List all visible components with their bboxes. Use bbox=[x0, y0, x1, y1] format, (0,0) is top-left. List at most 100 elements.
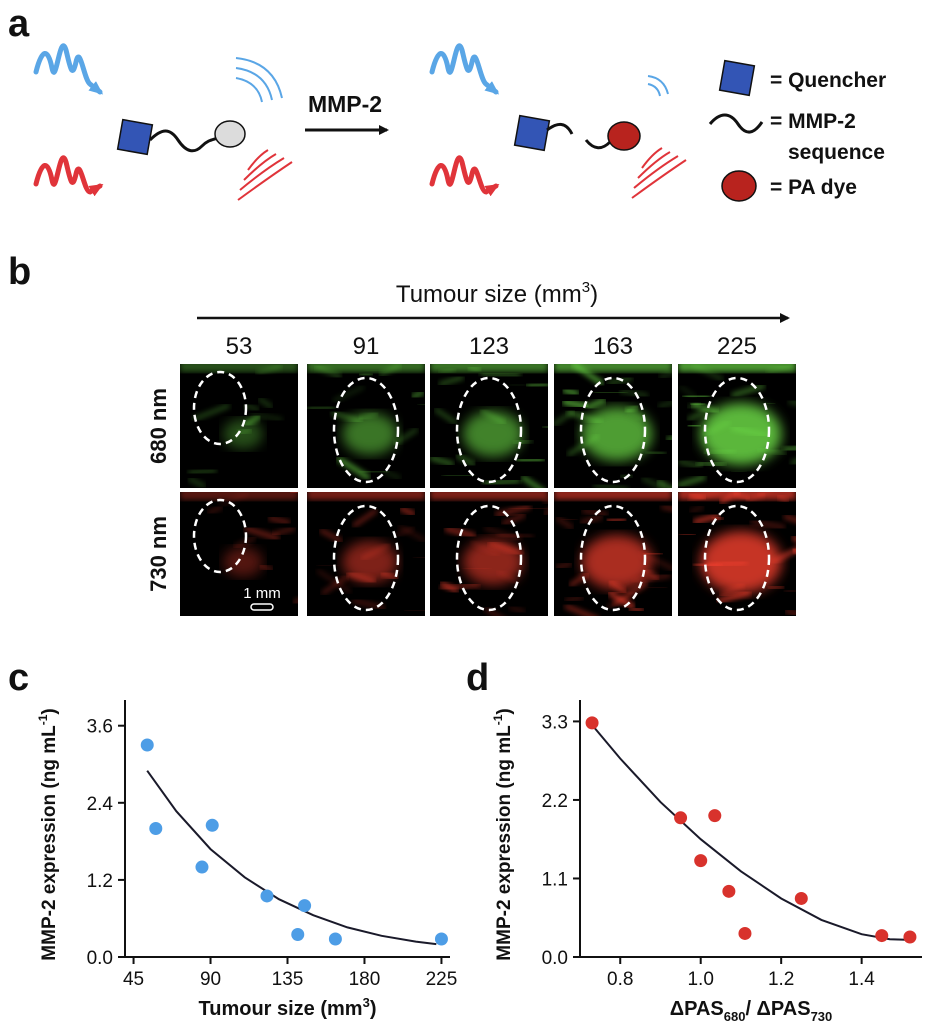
fit-curve bbox=[591, 724, 910, 941]
data-point bbox=[708, 809, 722, 823]
panel-c: c 45 90 135 180 225 0.0 1.2 2.4 3.6 MMP-2 express… bbox=[8, 657, 457, 1020]
data-point bbox=[585, 716, 599, 730]
pa-signal bbox=[430, 364, 548, 488]
blue-emission-arcs-right bbox=[647, 75, 669, 97]
mmp2-sequence-cleaved-b bbox=[584, 139, 612, 150]
pa-image-tile bbox=[554, 364, 672, 488]
data-point bbox=[434, 932, 448, 946]
data-point bbox=[328, 932, 342, 946]
scale-bar-label: 1 mm bbox=[243, 585, 281, 602]
red-emission-arcs-right bbox=[631, 147, 687, 199]
y-tick-label: 1.2 bbox=[87, 871, 113, 892]
wavelength-row-label: 730 nm bbox=[146, 516, 171, 592]
pa-signal bbox=[180, 492, 298, 605]
pa-signal bbox=[678, 364, 796, 487]
red-excitation-wave-right bbox=[429, 155, 500, 197]
pa-image-tile bbox=[430, 364, 548, 488]
mmp2-sequence-left bbox=[148, 129, 219, 153]
pa-image-tile bbox=[180, 492, 298, 616]
pa-image-tile bbox=[554, 492, 672, 616]
blue-excitation-wave-left bbox=[33, 43, 104, 95]
data-point bbox=[205, 818, 219, 832]
pa-signal bbox=[554, 364, 672, 488]
data-point bbox=[195, 860, 209, 874]
panel-c-letter: c bbox=[8, 657, 29, 699]
x-tick-label: 180 bbox=[349, 969, 381, 990]
pa-image-tile bbox=[678, 364, 796, 488]
quencher-icon-left bbox=[116, 118, 154, 156]
x-tick-label: 1.2 bbox=[768, 969, 794, 990]
legend-pa-dye-icon bbox=[721, 170, 757, 202]
data-point bbox=[875, 929, 889, 943]
y-tick-label: 3.3 bbox=[542, 712, 568, 733]
pa-signal bbox=[554, 492, 672, 616]
x-tick-label: 0.8 bbox=[607, 969, 633, 990]
x-tick-label: 135 bbox=[272, 969, 304, 990]
wavelength-row-labels: 680 nm 730 nm bbox=[146, 388, 171, 592]
data-point bbox=[674, 811, 688, 825]
pa-signal bbox=[430, 492, 548, 616]
scale-bar bbox=[250, 603, 274, 611]
pa-signal bbox=[307, 364, 425, 480]
tumour-outline bbox=[455, 376, 523, 484]
tumour-size-label: 91 bbox=[353, 333, 380, 360]
chart-c: 45 90 135 180 225 0.0 1.2 2.4 3.6 MMP-2 expressio… bbox=[36, 700, 457, 1020]
y-tick-label: 2.4 bbox=[87, 794, 114, 815]
tumour-size-axis-title: Tumour size (mm3) bbox=[396, 279, 598, 308]
mmp2-sequence-cleaved-a bbox=[546, 123, 574, 135]
quencher-icon-right bbox=[513, 114, 551, 152]
y-tick-label: 1.1 bbox=[542, 869, 568, 890]
panel-d-letter: d bbox=[466, 657, 489, 699]
data-point bbox=[260, 889, 274, 903]
tumour-size-label: 163 bbox=[593, 333, 633, 360]
x-tick-label: 1.4 bbox=[848, 969, 875, 990]
y-tick-label: 0.0 bbox=[542, 948, 568, 969]
pa-signal bbox=[180, 364, 298, 488]
tumour-size-label: 53 bbox=[226, 333, 253, 360]
blue-emission-arcs-left bbox=[235, 57, 283, 103]
panel-b-letter: b bbox=[8, 251, 31, 293]
panel-b: b Tumour size (mm3) 53 91 123 163 225 680 nm… bbox=[8, 251, 796, 616]
data-point bbox=[140, 738, 154, 752]
data-point bbox=[794, 891, 808, 905]
tumour-outline bbox=[332, 376, 400, 484]
x-axis-label: Tumour size (mm3) bbox=[199, 995, 377, 1020]
tumour-outline bbox=[579, 504, 647, 612]
x-axis-label: ΔPAS680/ ΔPAS730 bbox=[670, 998, 833, 1024]
pa-dye-quenched-left bbox=[214, 120, 246, 148]
data-point bbox=[722, 884, 736, 898]
tumour-size-label: 123 bbox=[469, 333, 509, 360]
x-tick-label: 1.0 bbox=[687, 969, 713, 990]
tumour-size-labels: 53 91 123 163 225 bbox=[226, 333, 757, 360]
data-point bbox=[298, 899, 312, 913]
y-tick-label: 0.0 bbox=[87, 948, 113, 969]
x-tick-label: 225 bbox=[426, 969, 458, 990]
tumour-outline bbox=[703, 376, 771, 484]
pa-image-tile bbox=[307, 492, 425, 616]
wavelength-row-label: 680 nm bbox=[146, 388, 171, 464]
legend-pa-dye-label: = PA dye bbox=[770, 176, 857, 199]
pa-dye-active-right bbox=[607, 121, 641, 151]
reaction-arrow-label: MMP-2 bbox=[308, 91, 382, 117]
tumour-outline bbox=[192, 498, 248, 574]
pa-image-grid bbox=[180, 364, 796, 616]
pa-signal bbox=[678, 492, 796, 616]
data-point bbox=[291, 928, 305, 942]
x-tick-label: 90 bbox=[200, 969, 221, 990]
tumour-outline bbox=[455, 504, 523, 612]
tumour-size-label: 225 bbox=[717, 333, 757, 360]
red-excitation-wave-left bbox=[33, 155, 104, 197]
chart-d: 0.8 1.0 1.2 1.4 0.0 1.1 2.2 3.3 MMP-2 expression… bbox=[491, 700, 922, 1024]
fit-curve bbox=[146, 770, 437, 946]
panel-d: d 0.8 1.0 1.2 1.4 0.0 1.1 2.2 3.3 MMP-2 expressi… bbox=[466, 657, 922, 1024]
legend-sequence-icon bbox=[708, 113, 764, 134]
legend-quencher-label: = Quencher bbox=[770, 69, 886, 92]
pa-signal bbox=[307, 492, 425, 613]
pa-image-tile bbox=[307, 364, 425, 488]
y-tick-label: 3.6 bbox=[87, 717, 113, 738]
tumour-outline bbox=[192, 370, 248, 446]
legend-quencher-icon bbox=[718, 59, 756, 97]
tumour-outline bbox=[703, 504, 771, 612]
red-emission-arcs-left bbox=[237, 149, 293, 201]
